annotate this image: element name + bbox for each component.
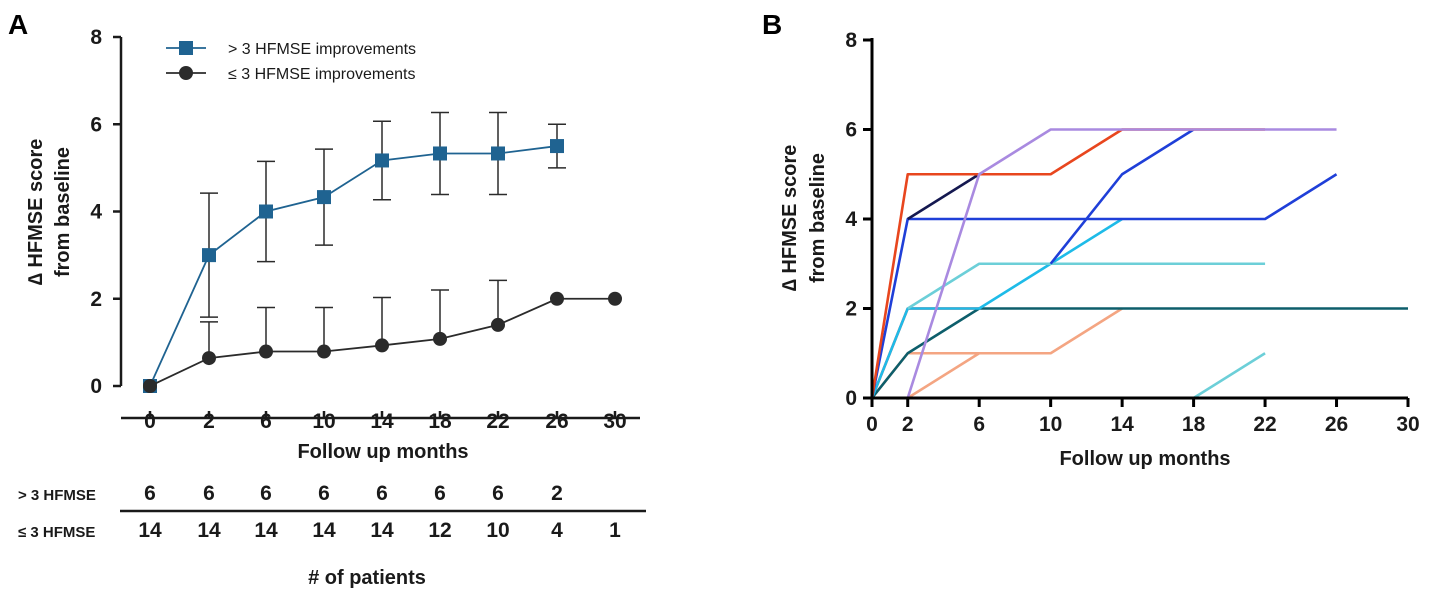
table-cell: 14 <box>138 519 162 542</box>
panel-b-x-tick-label-22: 22 <box>1253 413 1276 436</box>
panel-a-x-tick-label-10: 10 <box>312 410 335 433</box>
table-cell: 14 <box>370 519 394 542</box>
series-2-point <box>202 351 216 366</box>
panel-b-letter: B <box>762 9 782 40</box>
patient-14-line <box>872 128 1337 400</box>
panel-a-legend: > 3 HFMSE improvements ≤ 3 HFMSE improve… <box>166 41 416 83</box>
series-1-point <box>202 248 216 263</box>
panel-a-x-tick-label-0: 0 <box>144 410 156 433</box>
patients-table: > 3 HFMSE ≤ 3 HFMSE # of patients 6 6 6 6 6 6… <box>18 482 646 589</box>
legend-marker-series-2 <box>179 66 193 80</box>
series-2-point <box>550 291 564 306</box>
panel-b-y-tick-label-0: 0 <box>845 387 857 410</box>
table-cell: 14 <box>312 519 336 542</box>
table-title: # of patients <box>308 567 426 589</box>
series-1-point <box>491 146 505 161</box>
table-cell: 12 <box>428 519 451 542</box>
table-cell: 1 <box>609 519 621 542</box>
panel-a-xlabel: Follow up months <box>297 441 468 463</box>
panel-b-series <box>870 128 1408 400</box>
panel-a-y-tick-label-6: 6 <box>90 113 102 136</box>
panel-b-x-tick-label-0: 0 <box>866 413 878 436</box>
series-1-point <box>375 153 389 168</box>
series-1-point <box>433 146 447 161</box>
series-2-point <box>317 344 331 359</box>
panel-b-y-tick-label-6: 6 <box>845 119 857 142</box>
series-2-point <box>143 379 157 393</box>
panel-b-x-tick-label-10: 10 <box>1039 413 1062 436</box>
panel-a-x-tick-label-6: 6 <box>260 410 272 433</box>
panel-a-x-tick-label-2: 2 <box>203 410 215 433</box>
series-2-point <box>259 344 273 359</box>
table-cell: 10 <box>486 519 509 542</box>
panel-b-y-tick-label-2: 2 <box>845 298 857 321</box>
patient-8-line <box>870 217 1123 399</box>
panel-b: B ∆ HFMSE score from baseline Follow up … <box>762 9 1420 470</box>
panel-b-ylabel-line2: from baseline <box>807 153 829 283</box>
panel-b-x-tick-label-14: 14 <box>1110 413 1134 436</box>
table-cell: 14 <box>197 519 221 542</box>
legend-label-series-2: ≤ 3 HFMSE improvements <box>228 66 416 83</box>
table-cell: 2 <box>551 482 563 505</box>
panel-a-ylabel-line2: from baseline <box>52 147 74 277</box>
panel-a-ylabel-line1: ∆ HFMSE score <box>25 139 47 286</box>
table-cell: 6 <box>318 482 330 505</box>
series-1-line <box>149 145 558 387</box>
legend-marker-series-1 <box>179 41 193 55</box>
patient-7-line <box>870 307 1408 399</box>
patient-3-line <box>1192 352 1266 400</box>
table-cell: 14 <box>254 519 278 542</box>
panel-a-y-tick-label-4: 4 <box>90 201 102 224</box>
panel-b-x-tick-label-2: 2 <box>902 413 914 436</box>
table-cell: 6 <box>376 482 388 505</box>
panel-a-y-tick-label-0: 0 <box>90 375 102 398</box>
panel-b-ylabel-line1: ∆ HFMSE score <box>779 145 801 292</box>
table-row-label-le3: ≤ 3 HFMSE <box>18 524 95 541</box>
series-2-point <box>491 317 505 332</box>
panel-b-y-tick-label-8: 8 <box>845 29 857 52</box>
table-cell: 6 <box>144 482 156 505</box>
panel-a-x-tick-label-30: 30 <box>603 410 626 433</box>
series-1-point <box>550 139 564 154</box>
patient-5-line <box>907 352 980 400</box>
table-cell: 6 <box>260 482 272 505</box>
panel-a-x-tick-label-26: 26 <box>545 410 568 433</box>
panel-b-xlabel: Follow up months <box>1059 448 1230 470</box>
panel-a-x-tick-label-14: 14 <box>370 410 394 433</box>
table-cell: 6 <box>434 482 446 505</box>
panel-a-y-tick-label-2: 2 <box>90 288 102 311</box>
table-cell: 4 <box>551 519 563 542</box>
table-row-label-gt3: > 3 HFMSE <box>18 487 96 504</box>
panel-a-x-tick-label-22: 22 <box>486 410 509 433</box>
panel-a-series <box>143 111 622 393</box>
legend-label-series-1: > 3 HFMSE improvements <box>228 41 416 58</box>
patient-9-line <box>907 262 1266 310</box>
series-2-point <box>608 291 622 306</box>
table-cell: 6 <box>492 482 504 505</box>
panel-b-x-tick-label-30: 30 <box>1396 413 1419 436</box>
panel-b-y-tick-label-4: 4 <box>845 208 857 231</box>
series-1-point <box>259 204 273 219</box>
patient-11-line <box>1049 128 1195 265</box>
panel-b-x-tick-label-6: 6 <box>973 413 985 436</box>
panel-a-y-tick-label-8: 8 <box>90 26 102 49</box>
panel-b-x-tick-label-18: 18 <box>1182 413 1206 436</box>
patient-12-line <box>907 173 980 221</box>
table-cell: 6 <box>203 482 215 505</box>
series-2-point <box>375 338 389 353</box>
panel-a-x-tick-label-18: 18 <box>428 410 452 433</box>
panel-a-letter: A <box>8 9 28 40</box>
series-2-point <box>433 331 447 346</box>
panel-b-x-tick-label-26: 26 <box>1325 413 1348 436</box>
panel-a: A ∆ HFMSE score from baseline Follow up … <box>8 9 646 589</box>
series-1-point <box>317 190 331 205</box>
